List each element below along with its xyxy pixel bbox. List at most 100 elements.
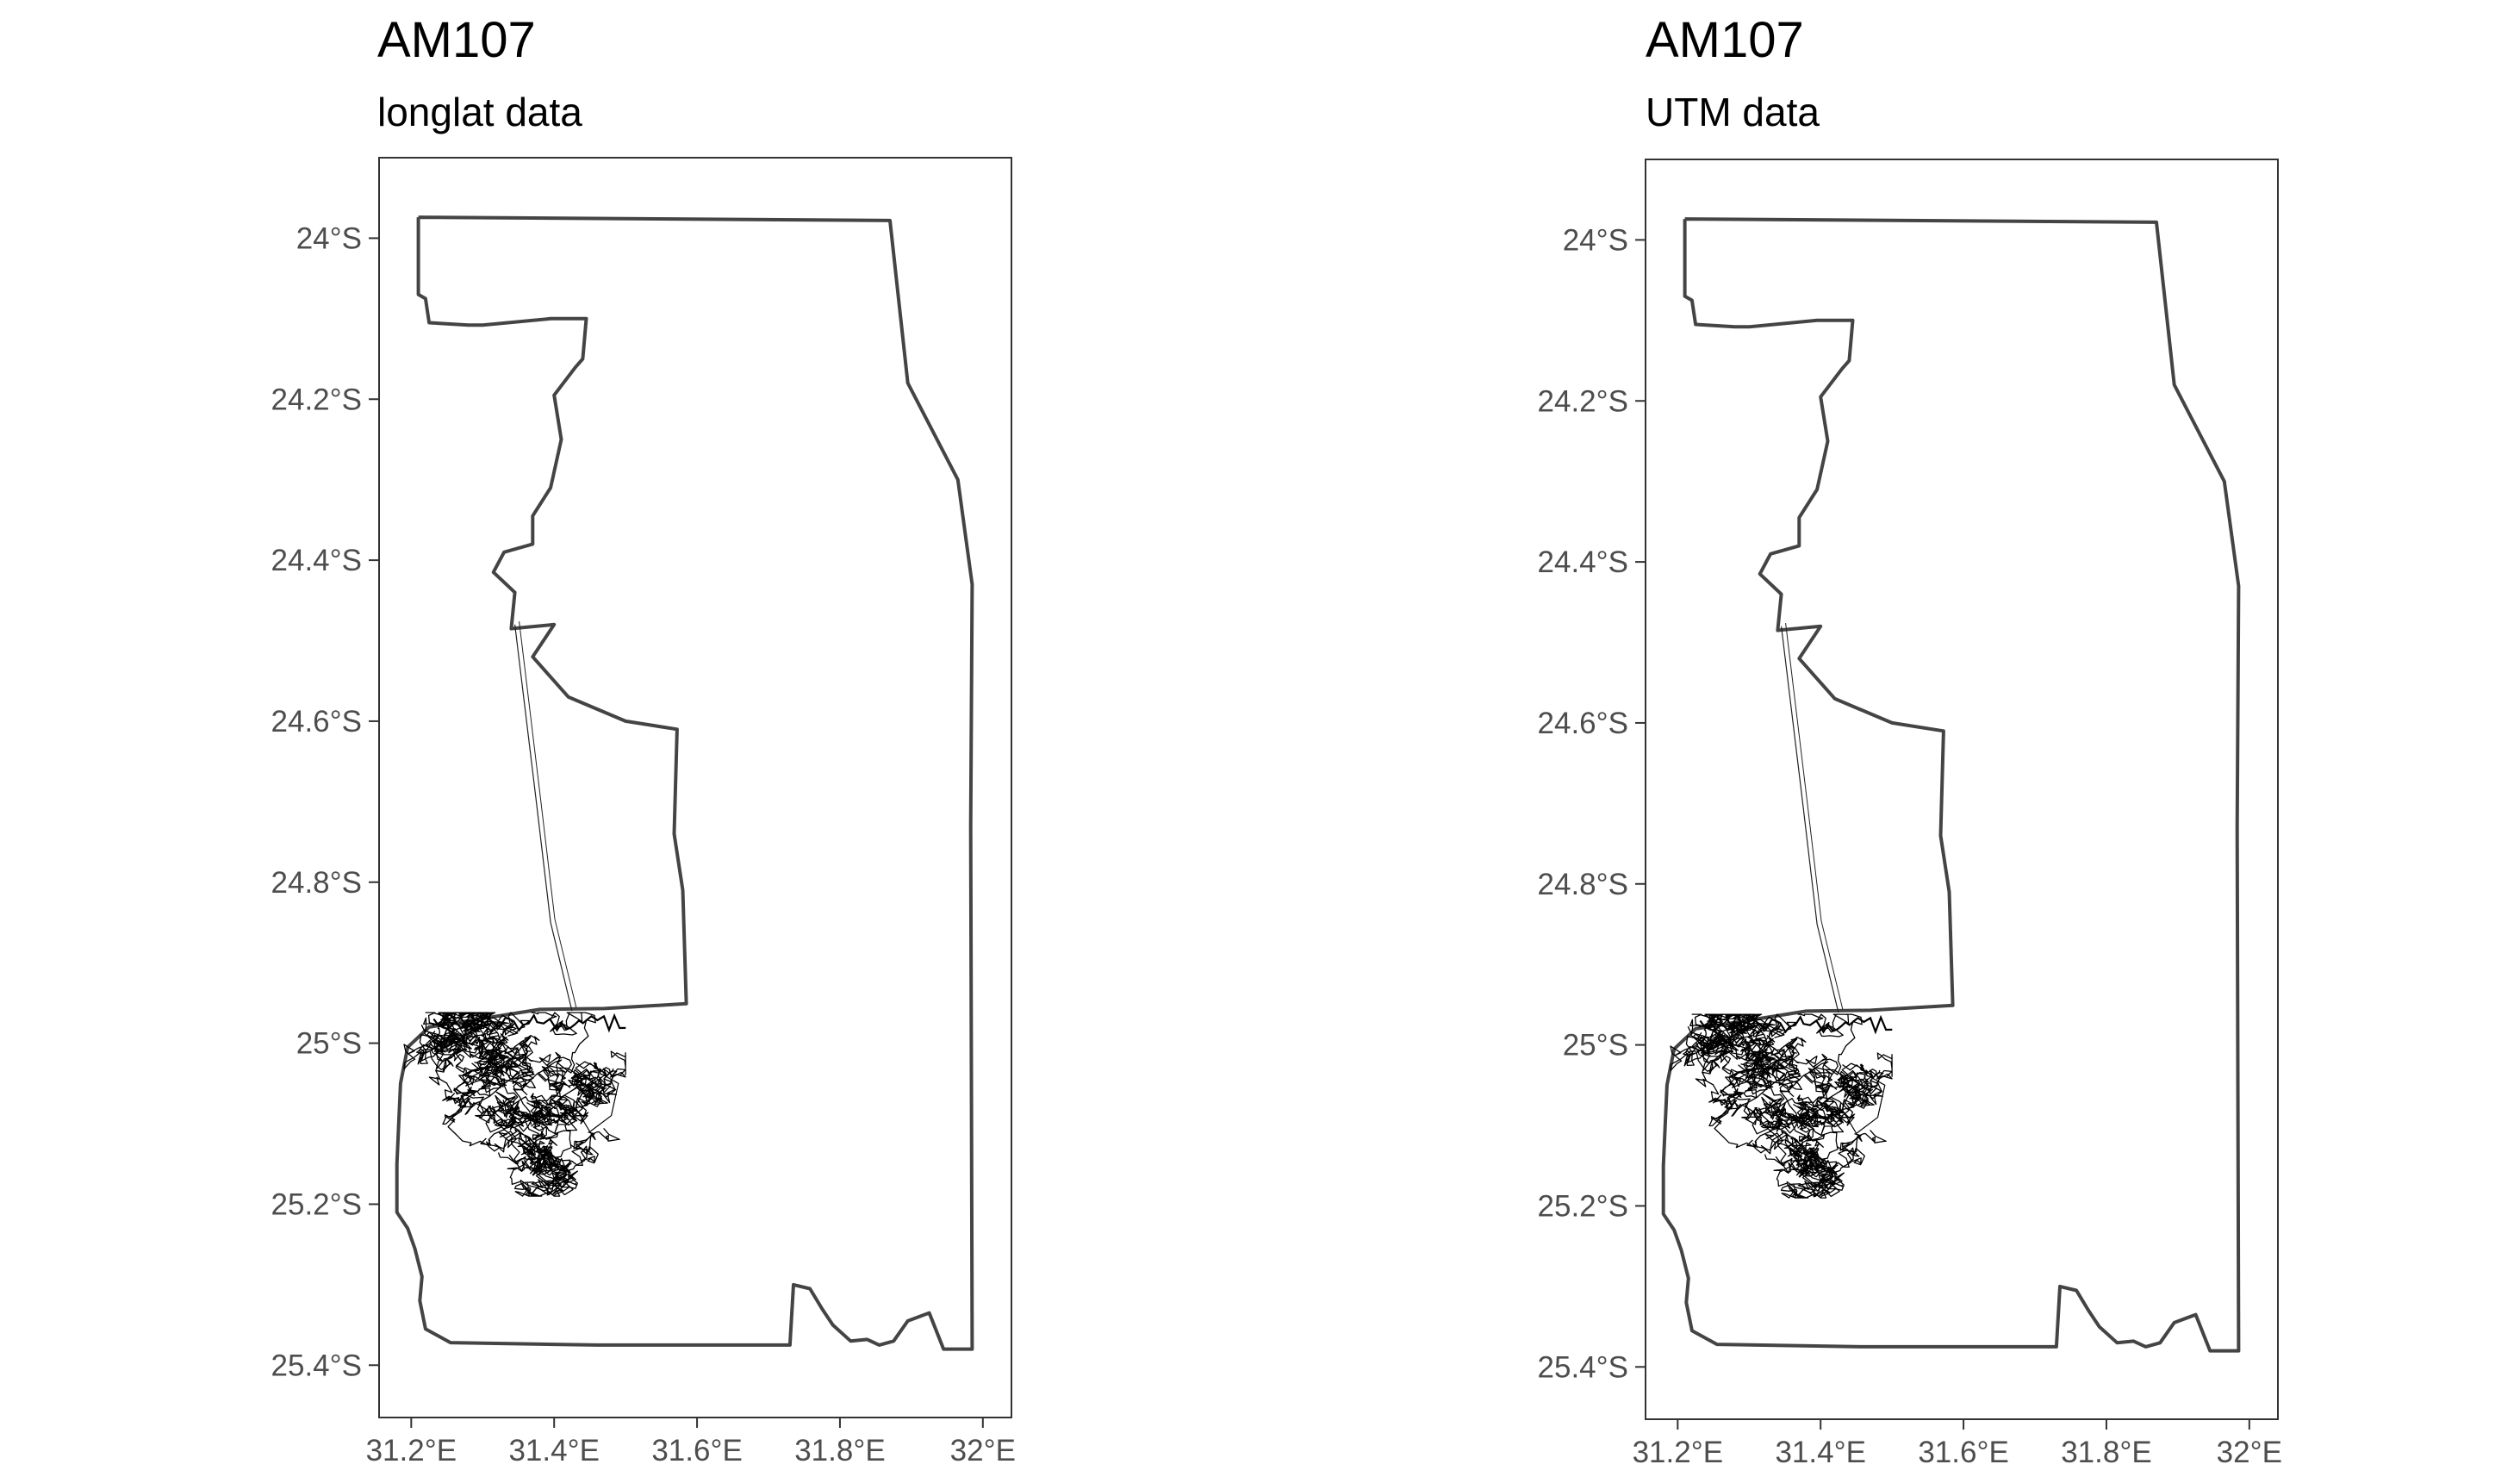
- track-segment: [1728, 1096, 1786, 1135]
- map-layer: [395, 215, 974, 1351]
- y-tick-label: 24.6°S: [1538, 707, 1628, 740]
- track-segment: [520, 1169, 576, 1196]
- track-segment: [458, 1059, 547, 1106]
- animal-tracks: [1670, 1013, 1893, 1199]
- track-segment: [1797, 1013, 1863, 1077]
- panel-longlat: AM107 longlat data 24°S 24.2°S 24.4°S 24.6°…: [271, 12, 1016, 1467]
- y-axis: 24°S 24.2°S 24.4°S 24.6°S 24.8°S 25°S 25.2°S 25…: [1538, 223, 1646, 1384]
- track-segment: [1754, 1112, 1820, 1165]
- track-segment: [531, 1012, 596, 1075]
- track-long-excursion: [519, 621, 577, 1008]
- x-tick-label: 31.4°E: [1775, 1436, 1865, 1469]
- x-tick-label: 31.8°E: [794, 1434, 885, 1467]
- x-tick-label: 31.4°E: [508, 1434, 599, 1467]
- track-long-excursion: [514, 624, 573, 1012]
- park-boundary: [395, 215, 974, 1351]
- y-tick-label: 25.4°S: [1538, 1350, 1628, 1384]
- track-segment: [1803, 1129, 1887, 1174]
- panel-title: AM107: [377, 12, 536, 68]
- track-segment: [475, 1101, 544, 1131]
- y-tick-label: 24.4°S: [271, 544, 362, 577]
- track-loop: [575, 1075, 619, 1133]
- track-segment: [1777, 1098, 1843, 1134]
- track-segment: [1745, 1037, 1800, 1075]
- park-boundary: [1661, 217, 2241, 1353]
- track-segment: [1741, 1103, 1811, 1132]
- track-segment: [1715, 1013, 1783, 1046]
- track-segment: [1732, 1055, 1801, 1089]
- y-tick-label: 24°S: [1563, 223, 1628, 257]
- track-segment: [474, 1036, 508, 1077]
- y-tick-label: 24.6°S: [271, 705, 362, 738]
- track-segment: [550, 1069, 608, 1131]
- x-axis: 31.2°E 31.4°E 31.6°E 31.8°E 32°E: [1633, 1419, 2282, 1469]
- y-tick-label: 25.2°S: [271, 1187, 362, 1221]
- track-segment: [1838, 1062, 1881, 1099]
- y-tick-label: 25°S: [296, 1027, 362, 1061]
- y-tick-label: 25.4°S: [271, 1349, 362, 1382]
- track-segment: [1683, 1030, 1739, 1072]
- plot-frame: [1645, 159, 2279, 1420]
- x-tick-label: 32°E: [950, 1434, 1016, 1467]
- track-segment: [1842, 1052, 1893, 1106]
- x-tick-label: 31.2°E: [1633, 1436, 1723, 1469]
- y-axis: 24°S 24.2°S 24.4°S 24.6°S 24.8°S 25°S 25.2°S 25…: [271, 221, 379, 1382]
- track-segment: [495, 1091, 569, 1134]
- plot-frame: [378, 157, 1012, 1418]
- track-long-excursion: [1781, 626, 1839, 1013]
- track-segment: [537, 1127, 620, 1172]
- y-tick-label: 24.4°S: [1538, 545, 1628, 579]
- track-segment: [1816, 1070, 1875, 1133]
- track-segment: [505, 1051, 588, 1083]
- track-segment: [449, 1012, 517, 1044]
- track-segment: [1796, 1094, 1849, 1129]
- track-segment: [571, 1061, 614, 1097]
- track-segment: [576, 1050, 626, 1104]
- track-loop: [1841, 1076, 1886, 1135]
- x-tick-label: 31.8°E: [2061, 1436, 2151, 1469]
- x-tick-label: 32°E: [2217, 1436, 2282, 1469]
- track-segment: [428, 1032, 485, 1108]
- track-segment: [511, 1096, 576, 1132]
- y-tick-label: 24°S: [296, 221, 362, 255]
- y-tick-label: 25.2°S: [1538, 1189, 1628, 1223]
- panel-subtitle: longlat data: [377, 90, 582, 134]
- track-segment: [465, 1053, 535, 1087]
- y-tick-label: 24.2°S: [1538, 384, 1628, 418]
- panel-utm: AM107 UTM data 24°S 24.2°S 24.4°S 24.6°S 24.…: [1538, 12, 2282, 1469]
- y-tick-label: 24.8°S: [1538, 868, 1628, 901]
- track-segment: [456, 1037, 512, 1105]
- track-segment: [537, 1131, 599, 1182]
- track-segment: [1771, 1053, 1854, 1085]
- track-segment: [1740, 1037, 1775, 1079]
- map-layer: [1661, 217, 2241, 1353]
- y-tick-label: 24.2°S: [271, 383, 362, 416]
- track-segment: [1724, 1040, 1773, 1110]
- track-segment: [1762, 1093, 1836, 1136]
- track-segment: [1786, 1171, 1843, 1198]
- track-segment: [480, 1122, 572, 1172]
- track-segment: [1695, 1034, 1752, 1110]
- animal-tracks: [403, 1012, 626, 1197]
- track-segment: [488, 1111, 553, 1163]
- track-segment: [462, 1094, 520, 1133]
- track-river-edge: [1699, 1014, 1893, 1035]
- x-tick-label: 31.6°E: [1918, 1436, 2008, 1469]
- x-tick-label: 31.6°E: [651, 1434, 742, 1467]
- track-segment: [513, 1164, 578, 1197]
- track-segment: [1780, 1166, 1845, 1199]
- x-axis: 31.2°E 31.4°E 31.6°E 31.8°E 32°E: [366, 1418, 1016, 1467]
- track-segment: [1803, 1133, 1865, 1184]
- y-tick-label: 25°S: [1563, 1029, 1628, 1062]
- track-river-edge: [432, 1013, 626, 1033]
- x-tick-label: 31.2°E: [366, 1434, 457, 1467]
- track-segment: [1725, 1061, 1814, 1107]
- track-segment: [416, 1028, 473, 1070]
- track-segment: [1722, 1039, 1778, 1106]
- track-long-excursion: [1785, 623, 1844, 1010]
- track-segment: [457, 1038, 507, 1108]
- track-segment: [530, 1093, 582, 1127]
- y-tick-label: 24.8°S: [271, 866, 362, 900]
- panel-subtitle: UTM data: [1646, 90, 1820, 134]
